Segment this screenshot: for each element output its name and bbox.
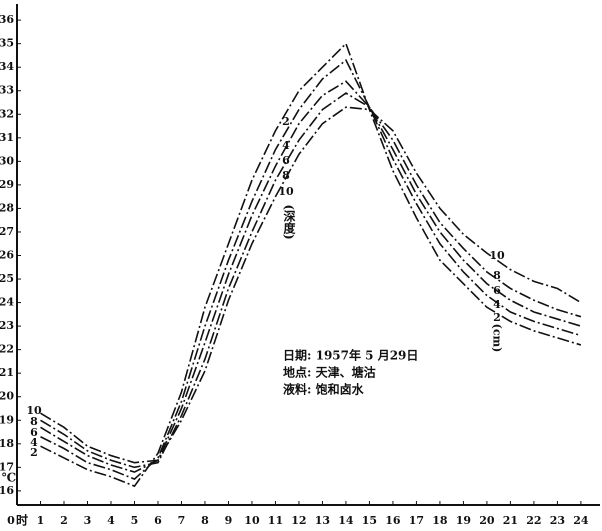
x-tick-label: 17 xyxy=(409,514,424,527)
y-tick-label: 32 xyxy=(0,107,14,120)
series-label: 8 xyxy=(30,415,38,428)
series-label: 10 xyxy=(489,249,505,262)
x-unit: 时 xyxy=(16,513,28,528)
y-tick-label: 36 xyxy=(0,13,14,26)
x-tick-label: 12 xyxy=(291,514,306,527)
x-tick-label: 23 xyxy=(550,514,565,527)
x-tick-label: 7 xyxy=(178,514,186,527)
series-label: 2 xyxy=(282,115,290,128)
x-tick-label: 21 xyxy=(503,514,518,527)
y-tick-label: 30 xyxy=(0,154,14,167)
y-tick-label: 18 xyxy=(0,437,14,450)
x-tick-label: 15 xyxy=(362,514,377,527)
annotation: (深度) xyxy=(282,204,296,239)
y-tick-label: 22 xyxy=(0,343,14,356)
x-tick-label: 6 xyxy=(154,514,162,527)
series-label: 6 xyxy=(493,284,501,297)
x-tick-label: 14 xyxy=(338,514,354,527)
series-label: 4 xyxy=(282,139,290,152)
series-line xyxy=(40,42,582,488)
series-label: 8 xyxy=(282,169,290,182)
y-tick-label: 23 xyxy=(0,319,14,332)
x-tick-label: 13 xyxy=(315,514,330,527)
y-tick-label: 28 xyxy=(0,201,14,214)
y-tick-label: 35 xyxy=(0,37,14,50)
y-tick-label: 16 xyxy=(0,484,14,497)
y-tick-label: 19 xyxy=(0,413,14,426)
x-tick-label: 10 xyxy=(244,514,260,527)
x-tick-label: 9 xyxy=(225,514,233,527)
series-label: 10 xyxy=(26,404,42,417)
series-label: 10 xyxy=(278,185,294,198)
x-tick-label: 19 xyxy=(456,514,471,527)
x-tick-label: 0 xyxy=(7,514,15,527)
x-tick-label: 24 xyxy=(573,514,589,527)
series-label: 4 xyxy=(30,436,38,449)
y-tick-label: 31 xyxy=(0,131,14,144)
series-label: 2 xyxy=(30,446,38,459)
series-line xyxy=(40,80,582,473)
y-tick-label: 25 xyxy=(0,272,14,285)
x-tick-label: 20 xyxy=(479,514,495,527)
annotation: (cm) xyxy=(491,324,504,353)
series-line xyxy=(40,106,582,464)
y-tick-label: 17 xyxy=(0,460,14,473)
note: 液料: 饱和卤水 xyxy=(283,382,365,397)
note: 日期: 1957年 5 月29日 xyxy=(283,348,418,363)
series-label: 2 xyxy=(493,311,501,324)
note: 地点: 天津、塘沽 xyxy=(283,365,376,380)
x-tick-label: 11 xyxy=(268,514,283,527)
series-label: 4 xyxy=(493,298,501,311)
x-tick-label: 4 xyxy=(107,514,115,527)
y-tick-label: 29 xyxy=(0,178,14,191)
y-tick-label: 24 xyxy=(0,296,14,309)
series-line xyxy=(40,92,582,469)
x-tick-label: 3 xyxy=(84,514,92,527)
series-label: 6 xyxy=(30,426,38,439)
y-tick-label: 34 xyxy=(0,60,14,73)
y-tick-label: 27 xyxy=(0,225,14,238)
x-tick-label: 1 xyxy=(37,514,45,527)
series-label: 6 xyxy=(282,154,290,167)
x-tick-label: 22 xyxy=(526,514,541,527)
x-tick-label: 5 xyxy=(131,514,139,527)
x-tick-label: 2 xyxy=(60,514,68,527)
x-tick-label: 8 xyxy=(201,514,209,527)
x-tick-label: 18 xyxy=(432,514,448,527)
y-tick-label: 26 xyxy=(0,249,14,262)
x-tick-label: 16 xyxy=(385,514,401,527)
y-tick-label: 33 xyxy=(0,84,14,97)
y-unit: ℃ xyxy=(2,471,16,485)
series-line xyxy=(40,58,582,481)
series-label: 8 xyxy=(493,269,501,282)
y-tick-label: 21 xyxy=(0,366,14,379)
y-tick-label: 20 xyxy=(0,390,14,403)
